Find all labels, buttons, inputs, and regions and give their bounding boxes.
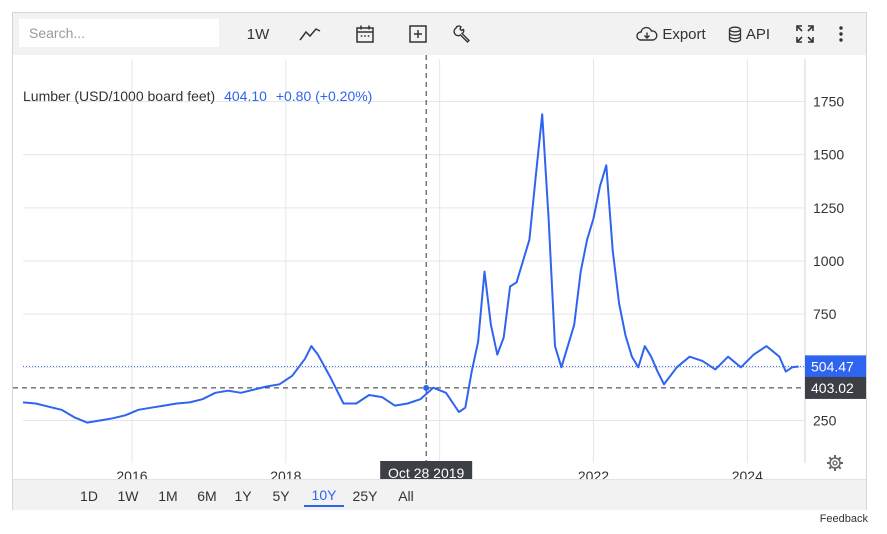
current-value-label: 504.47 [811,358,854,374]
y-tick-label: 1500 [813,147,844,163]
range-button-1y[interactable]: 1Y [234,488,252,504]
y-axis: 250 750 1000 1250 1500 1750 [813,94,844,429]
range-button-1m[interactable]: 1M [158,488,178,504]
plus-box-icon [409,25,427,43]
chart-widget: 1W Export API Lumber (US [12,12,867,510]
more-vertical-icon [839,26,843,42]
calendar-icon [356,25,374,43]
crosshair-date-label-bg [380,461,473,479]
date-range-button[interactable] [353,21,377,47]
range-button-1d[interactable]: 1D [80,488,98,504]
interval-label: 1W [246,25,270,43]
current-price: 404.10 [224,88,267,104]
series-line [22,113,799,424]
range-button-5y[interactable]: 5Y [272,488,290,504]
export-label: Export [662,25,706,43]
x-tick-label: 2018 [270,468,301,479]
x-tick-label: 2016 [116,468,147,479]
chart-grid [23,59,806,463]
chart-settings-button[interactable] [827,455,843,471]
instrument-name: Lumber (USD/1000 board feet) [23,88,215,104]
export-button[interactable]: Export [633,21,709,47]
cloud-download-icon [636,26,658,41]
database-icon [728,26,742,42]
crosshair-value-label-bg [805,376,866,399]
range-button-25y[interactable]: 25Y [352,488,378,504]
range-button-10y[interactable]: 10Y [304,485,344,507]
x-tick-label: 2024 [732,468,763,479]
y-tick-label: 1250 [813,200,844,216]
crosshair-value-label: 403.02 [811,380,854,396]
search-input[interactable] [19,19,219,47]
wrench-icon [453,25,470,43]
x-tick-label: 2022 [578,468,609,479]
price-chart[interactable]: Lumber (USD/1000 board feet) 404.10 +0.8… [13,55,866,479]
fullscreen-button[interactable] [793,21,817,47]
y-tick-label: 1000 [813,253,844,269]
range-button-all[interactable]: All [398,488,414,504]
compare-button[interactable] [406,21,430,47]
api-label: API [745,25,771,43]
crosshair-date-label: Oct 28 2019 [388,465,464,479]
y-tick-label: 250 [813,412,837,428]
range-button-6m[interactable]: 6M [197,488,217,504]
api-button[interactable]: API [725,21,773,47]
y-tick-label: 750 [813,306,837,322]
feedback-link[interactable]: Feedback [819,513,868,525]
range-selector: 1D 1W 1M 6M 1Y 5Y 10Y 25Y All [13,479,866,510]
crosshair-point [423,384,430,391]
current-value-label-bg [805,355,866,378]
price-change: +0.80 (+0.20%) [276,88,373,104]
more-options-button[interactable] [831,21,851,47]
range-button-1w[interactable]: 1W [117,488,139,504]
interval-button[interactable]: 1W [241,21,275,47]
y-tick-label: 1750 [813,94,844,110]
chart-toolbar: 1W Export API [13,13,866,55]
chart-type-button[interactable] [297,21,323,47]
fullscreen-icon [796,25,814,43]
line-chart-icon [299,28,321,41]
chart-legend: Lumber (USD/1000 board feet) 404.10 +0.8… [23,88,372,104]
settings-tools-button[interactable] [451,21,475,47]
axis-value-labels: 504.47 403.02 Oct 28 2019 [380,355,866,479]
gear-icon [827,455,843,471]
